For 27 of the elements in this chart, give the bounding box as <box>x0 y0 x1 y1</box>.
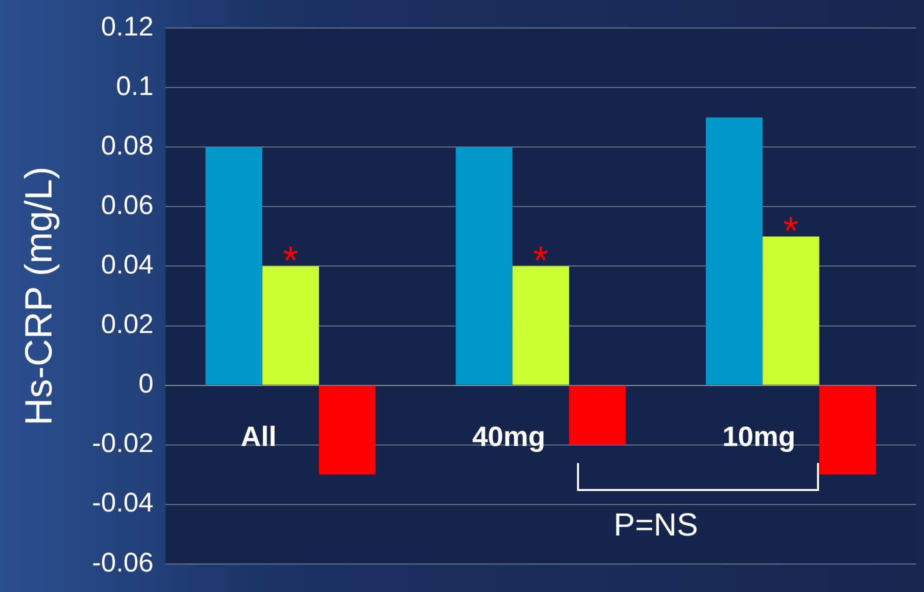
bar <box>262 266 319 385</box>
y-tick-label: 0.04 <box>100 250 154 280</box>
x-tick-label: 10mg <box>722 420 796 452</box>
y-tick-label: 0.06 <box>100 190 154 220</box>
y-axis-title: Hs-CRP (mg/L) <box>18 166 62 426</box>
bar <box>456 147 512 385</box>
bar <box>762 236 820 385</box>
x-tick-label: All <box>240 420 277 452</box>
y-tick-label: 0.12 <box>100 12 154 42</box>
y-tick-label: 0 <box>138 368 154 399</box>
y-tick-label: 0.02 <box>100 309 154 340</box>
bar <box>512 266 570 385</box>
annotation: * <box>282 239 298 284</box>
y-tick-label: -0.06 <box>92 547 154 578</box>
bar <box>819 386 876 475</box>
y-tick-label: 0.1 <box>116 71 154 102</box>
bar <box>569 386 626 445</box>
y-tick-label: -0.04 <box>92 488 154 518</box>
x-tick-label: 40mg <box>472 420 546 452</box>
y-tick-label: 0.08 <box>100 130 154 161</box>
bar <box>318 386 376 475</box>
annotation: P=NS <box>614 506 698 542</box>
bar <box>706 117 763 385</box>
annotation: * <box>532 239 549 284</box>
bar <box>206 147 262 385</box>
y-tick-label: -0.02 <box>92 428 154 458</box>
annotation: * <box>783 209 799 254</box>
